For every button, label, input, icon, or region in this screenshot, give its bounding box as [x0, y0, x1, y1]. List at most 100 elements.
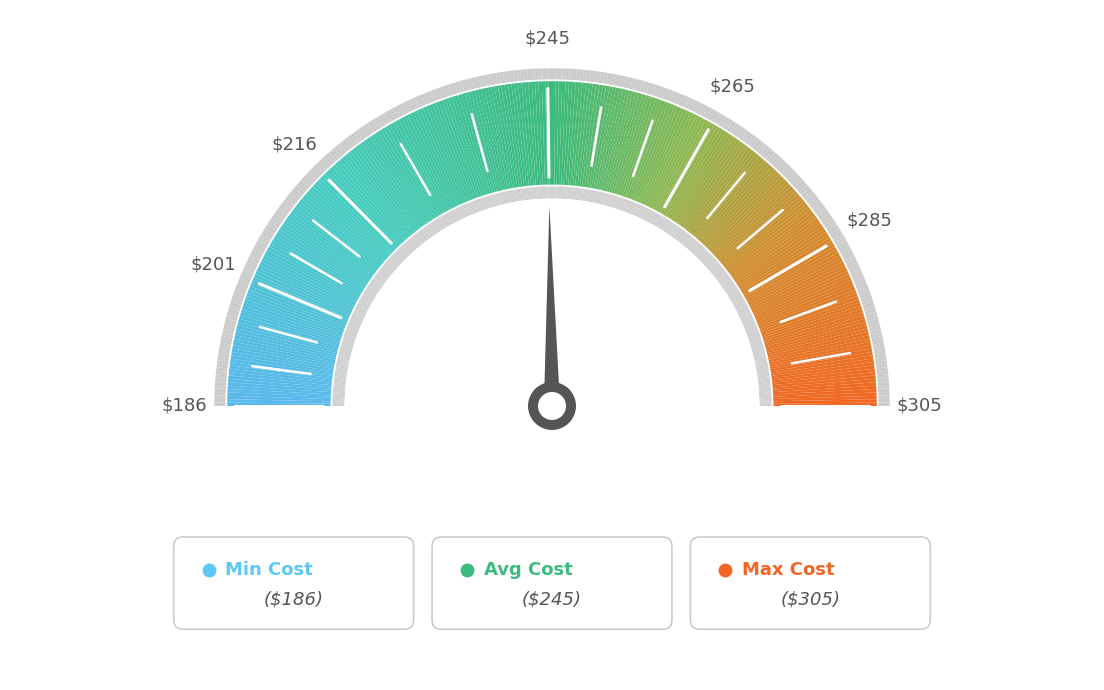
Wedge shape [596, 88, 619, 189]
Wedge shape [648, 211, 656, 223]
Wedge shape [734, 300, 745, 308]
Wedge shape [234, 335, 336, 360]
Wedge shape [428, 223, 437, 235]
Wedge shape [528, 82, 538, 185]
Wedge shape [219, 350, 230, 355]
Wedge shape [344, 199, 760, 406]
Wedge shape [726, 207, 810, 272]
Wedge shape [348, 135, 358, 146]
Wedge shape [380, 268, 391, 277]
Wedge shape [735, 127, 745, 138]
Wedge shape [860, 295, 872, 302]
Wedge shape [427, 90, 435, 102]
Wedge shape [813, 201, 824, 211]
Wedge shape [226, 312, 238, 318]
Wedge shape [730, 213, 815, 276]
Wedge shape [405, 241, 415, 252]
Wedge shape [669, 130, 726, 219]
Text: $245: $245 [524, 30, 570, 48]
Wedge shape [267, 246, 359, 299]
Wedge shape [565, 68, 570, 80]
Wedge shape [630, 203, 637, 215]
Wedge shape [533, 187, 537, 199]
Wedge shape [453, 209, 459, 221]
Wedge shape [219, 346, 231, 351]
Wedge shape [310, 186, 389, 258]
Wedge shape [769, 345, 872, 367]
Wedge shape [700, 253, 711, 262]
Wedge shape [265, 225, 276, 234]
Wedge shape [332, 165, 404, 243]
Wedge shape [396, 249, 407, 259]
Wedge shape [712, 266, 723, 275]
Wedge shape [698, 104, 705, 115]
Wedge shape [643, 208, 649, 220]
Text: $201: $201 [190, 255, 236, 273]
Wedge shape [871, 333, 882, 338]
Wedge shape [364, 139, 426, 226]
Wedge shape [758, 381, 771, 384]
Wedge shape [757, 144, 767, 155]
Wedge shape [752, 268, 847, 314]
Wedge shape [325, 172, 399, 248]
Wedge shape [335, 146, 343, 157]
Wedge shape [616, 75, 623, 86]
Wedge shape [757, 284, 854, 324]
Wedge shape [264, 253, 357, 304]
Wedge shape [258, 237, 269, 246]
Wedge shape [518, 83, 531, 186]
Wedge shape [267, 222, 278, 231]
Wedge shape [763, 148, 773, 159]
Wedge shape [690, 151, 756, 234]
Wedge shape [624, 77, 629, 88]
Wedge shape [386, 110, 394, 121]
Wedge shape [665, 221, 673, 233]
Wedge shape [314, 165, 323, 175]
Wedge shape [495, 86, 516, 188]
Wedge shape [381, 266, 392, 275]
Wedge shape [402, 244, 412, 255]
Wedge shape [253, 246, 264, 255]
Wedge shape [723, 282, 735, 291]
Wedge shape [518, 189, 522, 201]
Wedge shape [709, 262, 720, 272]
Wedge shape [666, 90, 673, 101]
Wedge shape [240, 275, 251, 283]
Wedge shape [367, 137, 427, 224]
Wedge shape [614, 94, 646, 194]
Wedge shape [637, 80, 643, 91]
Wedge shape [763, 306, 862, 339]
Wedge shape [234, 288, 246, 295]
Wedge shape [718, 273, 729, 282]
Circle shape [538, 392, 566, 420]
Wedge shape [231, 359, 333, 376]
Wedge shape [713, 184, 792, 256]
Wedge shape [524, 188, 528, 200]
Wedge shape [412, 235, 422, 246]
Wedge shape [620, 199, 626, 211]
Wedge shape [652, 85, 660, 97]
Wedge shape [296, 183, 307, 193]
Wedge shape [393, 253, 404, 262]
Wedge shape [616, 95, 649, 195]
Wedge shape [699, 162, 769, 241]
Wedge shape [230, 365, 332, 380]
Wedge shape [423, 227, 432, 238]
Wedge shape [336, 365, 348, 369]
Wedge shape [354, 308, 367, 316]
Wedge shape [361, 141, 424, 227]
Wedge shape [634, 79, 639, 90]
Wedge shape [493, 194, 498, 206]
Wedge shape [815, 205, 825, 214]
Wedge shape [461, 93, 492, 193]
Wedge shape [374, 275, 385, 284]
Wedge shape [731, 294, 742, 302]
Wedge shape [677, 137, 737, 224]
Wedge shape [873, 346, 885, 351]
Wedge shape [573, 69, 576, 80]
Wedge shape [388, 259, 397, 269]
Wedge shape [757, 376, 769, 380]
Wedge shape [750, 340, 762, 346]
Wedge shape [645, 209, 651, 221]
Wedge shape [501, 85, 520, 187]
